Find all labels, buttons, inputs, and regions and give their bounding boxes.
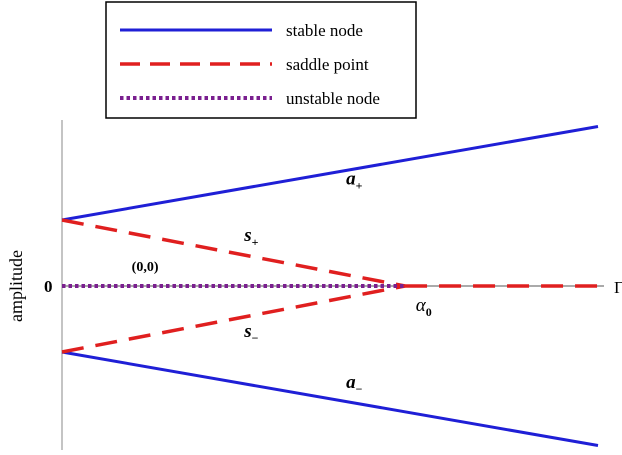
legend-label-saddle-point: saddle point	[286, 55, 369, 74]
y-axis-label: amplitude	[6, 250, 26, 322]
annotation-layer: a+ a− s+ s− α0 (0,0)	[132, 168, 432, 396]
legend-label-unstable-node: unstable node	[286, 89, 380, 108]
legend-item-saddle-point: saddle point	[120, 55, 369, 74]
x-axis-label: Γ	[614, 278, 622, 297]
legend-box	[105, 1, 417, 119]
legend: stable node saddle point unstable node	[105, 1, 417, 119]
y-tick-zero: 0	[44, 277, 53, 296]
annotation-s-minus: s−	[243, 321, 258, 345]
legend-label-stable-node: stable node	[286, 21, 363, 40]
series-layer	[61, 125, 599, 447]
annotation-s-plus: s+	[243, 225, 258, 249]
series-sminus	[61, 284, 406, 354]
annotation-alpha0: α0	[416, 295, 432, 319]
legend-item-stable-node: stable node	[120, 21, 363, 40]
legend-item-unstable-node: unstable node	[120, 89, 380, 108]
series-aminus	[61, 350, 599, 447]
annotation-a-minus: a−	[346, 372, 363, 396]
annotation-a-plus: a+	[346, 168, 363, 192]
series-aplus	[61, 125, 599, 222]
annotation-origin: (0,0)	[132, 260, 159, 275]
series-splus	[61, 218, 406, 288]
